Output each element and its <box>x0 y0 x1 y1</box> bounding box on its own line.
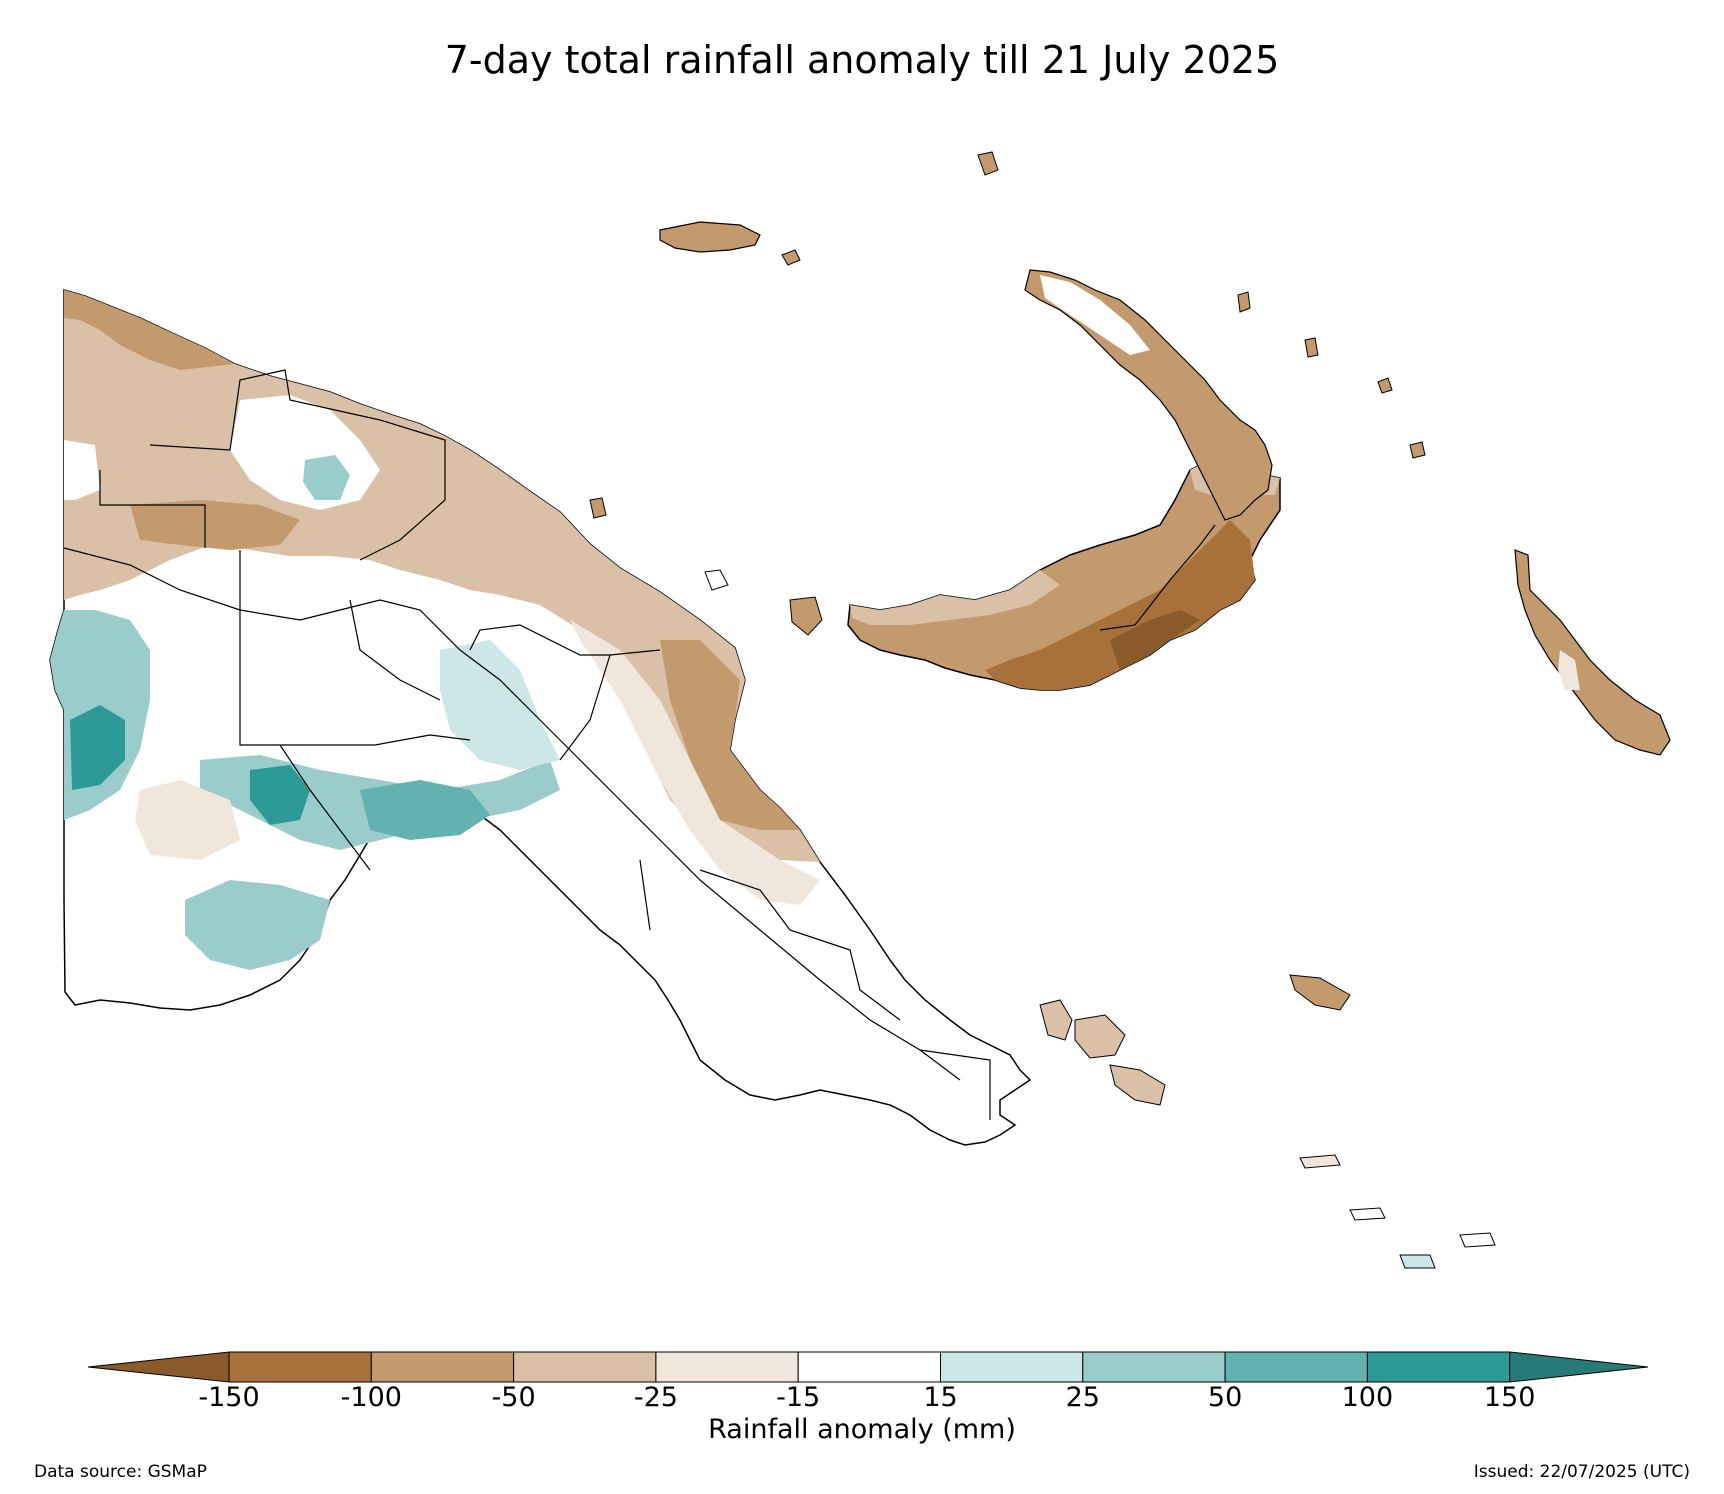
island-long <box>789 596 823 636</box>
colorbar-extend-low <box>87 1351 230 1383</box>
island-tabar <box>1304 337 1319 358</box>
very-wet-zone-west-border <box>70 705 125 790</box>
wet-zone-south-coast <box>185 880 330 970</box>
dry-zone-new-britain-north <box>850 570 1060 625</box>
colorbar-tick-label: 25 <box>1065 1382 1100 1413</box>
colorbar-tick-label: -100 <box>340 1382 402 1413</box>
province-boundary <box>639 859 651 931</box>
colorbar-bin <box>1224 1351 1368 1383</box>
manus-islands <box>589 151 1426 636</box>
island-east-manus <box>781 249 801 266</box>
colorbar-bin <box>655 1351 799 1383</box>
data-source: Data source: GSMaP <box>34 1462 207 1482</box>
colorbar-bin <box>940 1351 1084 1383</box>
colorbar-tick-label: 100 <box>1341 1382 1394 1413</box>
colorbar-tick-label: 15 <box>923 1382 958 1413</box>
island-north <box>977 151 999 176</box>
colorbar-tick-label: 50 <box>1207 1382 1243 1413</box>
colorbar-bin <box>1366 1351 1511 1383</box>
issued-date: Issued: 22/07/2025 (UTC) <box>1473 1462 1690 1482</box>
province-boundary <box>349 599 441 701</box>
wet-zone-sandaun <box>303 455 350 500</box>
very-dry-zone-north <box>64 290 235 370</box>
island-tanga <box>1409 441 1426 459</box>
very-dry-zone-west <box>130 500 300 550</box>
island-mussau <box>1237 291 1251 313</box>
slightly-dry-zone-central <box>570 620 820 905</box>
colorbar-extend-high <box>1509 1351 1649 1383</box>
island-woodlark <box>1299 1154 1341 1169</box>
map-title: 7-day total rainfall anomaly till 21 Jul… <box>444 38 1280 82</box>
colorbar-tick-label: -15 <box>776 1382 821 1413</box>
mainland <box>49 289 1032 1146</box>
new-ireland-outline <box>1024 269 1273 521</box>
province-boundary <box>919 1049 991 1120</box>
very-dry-zone-madang <box>660 640 800 830</box>
province-boundary <box>63 547 961 1081</box>
new-ireland <box>1024 269 1273 521</box>
island-fergusson <box>1074 1014 1126 1059</box>
wet-zone-gulf <box>360 780 490 840</box>
bougainville <box>1514 549 1671 756</box>
island-karkar <box>589 497 607 519</box>
province-boundary <box>609 649 661 656</box>
province-boundary <box>99 470 206 548</box>
island-normanby <box>1109 1064 1166 1106</box>
province-boundary <box>239 550 471 746</box>
colorbar-bin <box>513 1351 657 1383</box>
province-boundary <box>279 744 371 871</box>
island-misima <box>1349 1207 1386 1221</box>
colorbar-label: Rainfall anomaly (mm) <box>708 1414 1016 1445</box>
province-boundaries <box>63 369 991 1120</box>
province-boundary <box>699 869 901 1021</box>
colorbar-tick-label: 150 <box>1483 1382 1536 1413</box>
province-boundary-new-britain <box>1099 524 1216 631</box>
island-rossel <box>1399 1254 1436 1269</box>
colorbar-tick-label: -50 <box>491 1382 536 1413</box>
province-boundary <box>149 369 446 561</box>
colorbar-tick-label: -150 <box>198 1382 260 1413</box>
island-goodenough <box>1039 999 1073 1041</box>
slightly-dry-zone-southwest <box>135 780 240 860</box>
colorbar-bin <box>1082 1351 1226 1383</box>
neutral-zone-bougainville <box>1558 650 1580 690</box>
colorbar-bin <box>370 1351 515 1383</box>
colorbar-bin <box>797 1351 942 1383</box>
neutral-zone-new-ireland <box>1040 275 1150 355</box>
colorbar-tick-label: -25 <box>633 1382 678 1413</box>
colorbar-bins <box>87 1351 1649 1383</box>
island-sudest <box>1459 1232 1496 1248</box>
bougainville-outline <box>1514 549 1671 756</box>
manus-island <box>659 221 761 253</box>
extreme-dry-zone-new-britain <box>1110 610 1200 670</box>
island-lihir <box>1377 377 1393 394</box>
island-umboi <box>704 569 729 591</box>
very-wet-zone-fly-delta <box>250 765 310 825</box>
new-britain <box>847 459 1281 691</box>
very-dry-zone-new-britain <box>985 520 1255 690</box>
colorbar-bin <box>228 1351 372 1383</box>
neutral-zone-west <box>64 440 100 500</box>
slightly-wet-zone-highlands <box>440 640 560 770</box>
province-boundary <box>469 624 611 761</box>
island-trobriand <box>1289 974 1351 1011</box>
milne-bay-islands <box>1039 974 1496 1269</box>
